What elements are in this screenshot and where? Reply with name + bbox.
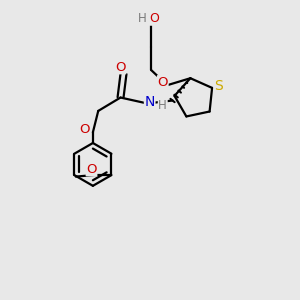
Text: H: H [138, 12, 147, 25]
Text: N: N [145, 95, 155, 109]
Text: O: O [86, 163, 97, 176]
Text: S: S [214, 79, 223, 92]
Text: O: O [79, 123, 90, 136]
Text: O: O [149, 12, 159, 25]
Text: H: H [158, 99, 167, 112]
Text: O: O [115, 61, 126, 74]
Text: O: O [158, 76, 168, 89]
